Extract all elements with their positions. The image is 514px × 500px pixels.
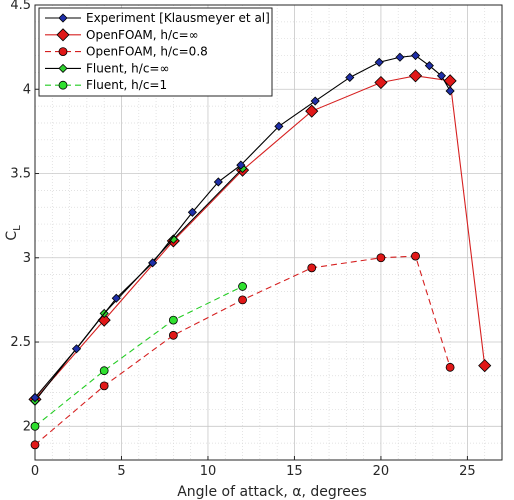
series-1-point xyxy=(436,71,447,81)
legend-box xyxy=(38,7,273,97)
legend-label-4: Fluent, h/c=∞ xyxy=(86,61,169,75)
series-1 xyxy=(30,50,455,403)
series-3-point xyxy=(238,295,247,305)
legend-label-3: OpenFOAM, h/c=0.8 xyxy=(86,45,208,59)
series-5-point xyxy=(168,315,178,325)
x-tick-label: 15 xyxy=(286,464,303,479)
legend: Experiment [Klausmeyer et al] OpenFOAM, h… xyxy=(38,7,273,97)
x-tick-label: 25 xyxy=(459,464,476,479)
series-4-point xyxy=(168,234,178,244)
series-1-line xyxy=(34,54,451,399)
y-tick-label: 3.5 xyxy=(10,167,31,182)
series-3-point xyxy=(168,330,178,340)
series-1-point xyxy=(236,160,246,170)
y-axis-label: CL xyxy=(4,225,23,241)
series-3-line xyxy=(34,255,451,446)
series-3-point xyxy=(411,251,420,261)
x-tick-label: 10 xyxy=(200,464,217,479)
series-5-point xyxy=(238,282,247,291)
series-1-point xyxy=(111,293,121,303)
series-5-point xyxy=(99,366,109,376)
legend-marker-5 xyxy=(58,80,68,90)
legend-label-2: OpenFOAM, h/c=∞ xyxy=(86,28,199,42)
legend-label-5: Fluent, h/c=1 xyxy=(86,78,167,92)
series-1-point xyxy=(445,86,455,96)
legend-marker-1 xyxy=(58,13,68,23)
series-3-point xyxy=(30,440,40,450)
series-1-point xyxy=(187,207,197,217)
legend-marker-4 xyxy=(58,63,68,73)
series-1-point xyxy=(148,258,158,268)
y-tick-label: 2.5 xyxy=(10,335,31,350)
series-1-point xyxy=(424,61,434,71)
plot-frame xyxy=(34,4,503,461)
x-tick-label: 20 xyxy=(373,464,390,479)
series-1-point xyxy=(374,57,384,67)
x-tick-label: 5 xyxy=(117,464,125,479)
y-axis-label-subscript: L xyxy=(12,225,23,231)
series-1-point xyxy=(274,121,284,131)
series-2-point xyxy=(374,75,388,90)
y-tick-label: 4 xyxy=(23,82,31,97)
series xyxy=(28,50,492,450)
series-2-point xyxy=(478,359,492,373)
series-5 xyxy=(30,282,247,431)
series-5-point xyxy=(30,421,40,431)
y-tick-label: 4.5 xyxy=(10,0,31,13)
series-1-point xyxy=(213,177,223,187)
series-1-point xyxy=(310,96,320,106)
legend-marker-3 xyxy=(58,47,68,56)
series-5-line xyxy=(34,285,243,427)
axis-ticks: 0 5 10 15 20 25 2 2.5 3 3.5 4 4.5 xyxy=(10,0,475,479)
series-3-point xyxy=(445,362,455,372)
y-axis-label-main: C xyxy=(4,231,20,241)
series-1-point xyxy=(410,50,421,61)
x-tick-label: 0 xyxy=(31,464,39,479)
legend-label-1: Experiment [Klausmeyer et al] xyxy=(86,11,270,25)
series-3-point xyxy=(376,253,386,263)
series-3-point xyxy=(307,263,317,273)
svg-text:CL: CL xyxy=(4,225,23,241)
series-2-point xyxy=(305,104,319,118)
legend-marker-2 xyxy=(56,28,70,42)
series-3-point xyxy=(99,381,109,391)
x-axis-label: Angle of attack, α, degrees xyxy=(177,484,367,500)
series-1-point xyxy=(71,344,82,354)
series-2-point xyxy=(408,69,423,83)
y-tick-label: 2 xyxy=(23,419,31,434)
series-1-point xyxy=(30,393,40,403)
series-1-point xyxy=(395,52,405,62)
y-tick-label: 3 xyxy=(23,251,31,266)
series-1-point xyxy=(345,72,355,83)
series-3 xyxy=(30,251,455,450)
